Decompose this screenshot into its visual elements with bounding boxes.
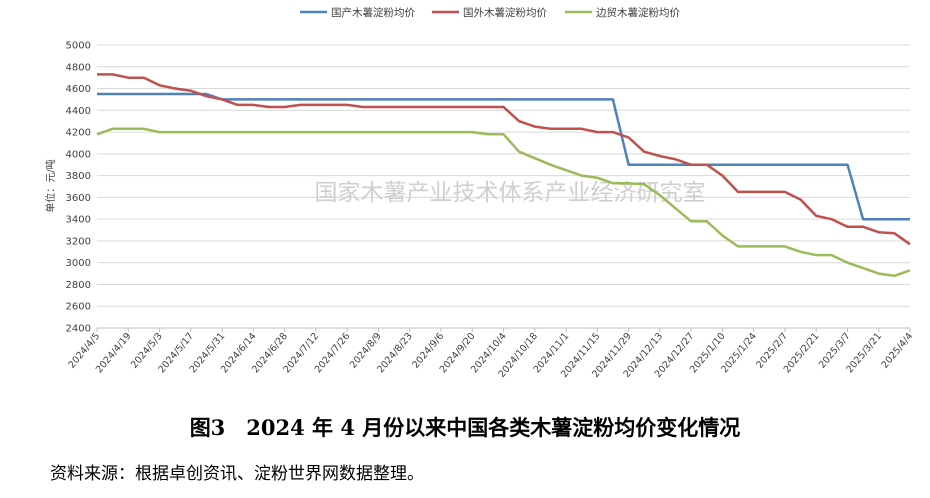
y-tick-label: 4000 bbox=[66, 149, 91, 160]
y-tick-label: 4600 bbox=[66, 84, 91, 95]
price-line-chart: 国产木薯淀粉均价 国外木薯淀粉均价 边贸木薯淀粉均价 2400 2600 2800 300… bbox=[44, 6, 915, 380]
series-line-3 bbox=[96, 127, 911, 278]
y-tick-label: 5000 bbox=[66, 41, 91, 52]
y-axis-label: 单位：元/吨 bbox=[44, 159, 57, 212]
series-line-2 bbox=[97, 73, 911, 246]
y-tick-label: 2600 bbox=[66, 302, 91, 313]
x-tick-label: 2025/4/4 bbox=[879, 331, 915, 371]
legend-label: 国外木薯淀粉均价 bbox=[463, 6, 547, 19]
y-tick-label: 3400 bbox=[66, 215, 91, 226]
chart-series bbox=[96, 73, 911, 278]
y-tick-label: 4800 bbox=[66, 62, 91, 73]
x-tick-labels: 2024/4/52024/4/192024/5/32024/5/172024/5… bbox=[66, 328, 915, 380]
y-tick-label: 4400 bbox=[66, 106, 91, 117]
chart-legend: 国产木薯淀粉均价 国外木薯淀粉均价 边贸木薯淀粉均价 bbox=[300, 6, 680, 19]
series-line-1 bbox=[97, 92, 910, 221]
y-tick-label: 3800 bbox=[66, 171, 91, 182]
y-tick-label: 4200 bbox=[66, 128, 91, 139]
y-tick-label: 3200 bbox=[66, 236, 91, 247]
source-note: 资料来源：根据卓创资讯、淀粉世界网数据整理。 bbox=[50, 464, 424, 484]
y-tick-label: 3000 bbox=[66, 258, 91, 269]
y-tick-label: 3600 bbox=[66, 193, 91, 204]
y-tick-label: 2400 bbox=[66, 324, 91, 335]
y-tick-labels: 2400 2600 2800 3000 3200 3400 3600 3800 4000 4200… bbox=[66, 41, 91, 335]
legend-label: 国产木薯淀粉均价 bbox=[331, 6, 415, 19]
figure-caption: 图3 2024 年 4 月份以来中国各类木薯淀粉均价变化情况 bbox=[189, 415, 741, 440]
y-gridlines bbox=[97, 44, 910, 329]
legend-label: 边贸木薯淀粉均价 bbox=[596, 6, 680, 19]
y-tick-label: 2800 bbox=[66, 280, 91, 291]
watermark-text: 国家木薯产业技术体系产业经济研究室 bbox=[315, 180, 706, 206]
